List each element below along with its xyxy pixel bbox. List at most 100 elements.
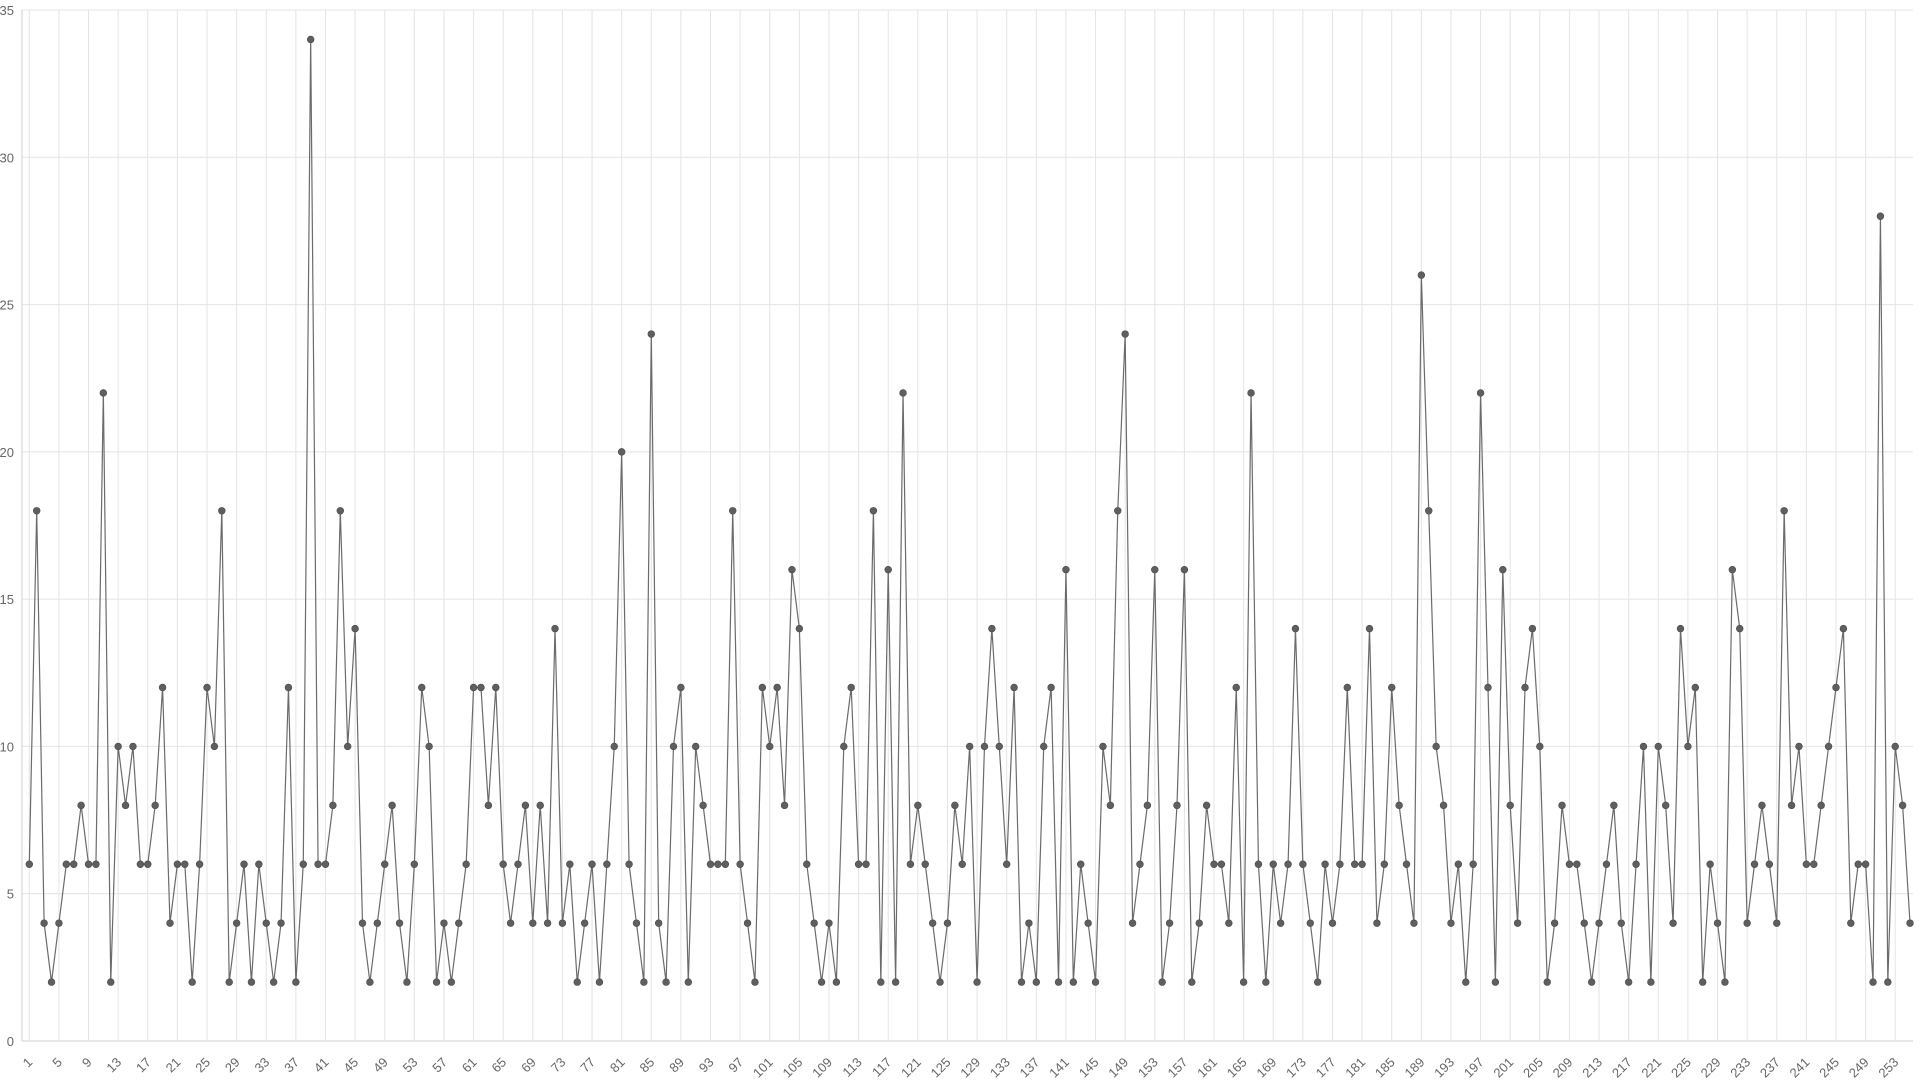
data-point bbox=[1824, 742, 1833, 751]
data-point bbox=[1195, 919, 1203, 927]
data-point bbox=[1513, 919, 1522, 927]
data-point bbox=[25, 860, 33, 868]
data-point bbox=[869, 507, 878, 515]
data-point bbox=[580, 919, 589, 927]
data-point bbox=[1661, 801, 1670, 810]
data-point bbox=[536, 801, 544, 810]
x-tick-label: 221 bbox=[1638, 1055, 1664, 1080]
data-point bbox=[469, 683, 478, 692]
data-point bbox=[1543, 978, 1551, 986]
x-tick-label: 153 bbox=[1135, 1055, 1161, 1080]
data-point bbox=[1291, 624, 1300, 633]
data-point bbox=[1528, 624, 1537, 633]
data-point bbox=[188, 978, 196, 986]
data-point bbox=[1491, 978, 1500, 986]
x-tick-label: 33 bbox=[252, 1055, 273, 1076]
data-point bbox=[847, 683, 855, 692]
series-layer bbox=[28, 39, 1911, 983]
data-point bbox=[1225, 919, 1233, 927]
data-point bbox=[121, 801, 130, 810]
x-tick-label: 9 bbox=[79, 1055, 95, 1071]
data-point bbox=[99, 389, 108, 397]
data-point bbox=[1587, 978, 1596, 986]
data-point bbox=[1550, 919, 1559, 927]
data-point bbox=[314, 860, 322, 868]
data-point bbox=[203, 683, 211, 692]
data-point bbox=[77, 801, 85, 810]
data-point bbox=[484, 801, 493, 810]
data-point bbox=[795, 624, 804, 633]
data-point bbox=[1269, 860, 1277, 868]
y-tick-label: 10 bbox=[0, 739, 14, 754]
data-point bbox=[1580, 919, 1588, 927]
data-point bbox=[1758, 801, 1766, 810]
data-point bbox=[1447, 919, 1455, 927]
data-point bbox=[173, 860, 182, 868]
data-point bbox=[854, 860, 863, 868]
data-point bbox=[32, 507, 41, 515]
x-tick-label: 49 bbox=[370, 1055, 391, 1076]
data-point bbox=[1536, 742, 1544, 751]
data-point bbox=[1795, 742, 1803, 751]
y-tick-label: 20 bbox=[0, 445, 14, 460]
x-tick-label: 113 bbox=[839, 1055, 864, 1080]
x-tick-label: 193 bbox=[1431, 1055, 1457, 1080]
data-point bbox=[1684, 742, 1692, 751]
data-point bbox=[958, 860, 966, 868]
data-point bbox=[521, 801, 530, 810]
data-point bbox=[1062, 565, 1070, 574]
data-point bbox=[780, 801, 789, 810]
data-point bbox=[1647, 978, 1655, 986]
data-point bbox=[817, 978, 826, 986]
x-tick-label: 73 bbox=[548, 1055, 569, 1076]
data-point bbox=[662, 978, 670, 986]
x-tick-label: 101 bbox=[750, 1055, 776, 1080]
data-point bbox=[1084, 919, 1092, 927]
data-point bbox=[588, 860, 596, 868]
data-point bbox=[625, 860, 633, 868]
data-point bbox=[906, 860, 915, 868]
data-point bbox=[632, 919, 641, 927]
data-point bbox=[699, 801, 707, 810]
data-point bbox=[1787, 801, 1796, 810]
data-point bbox=[1328, 919, 1337, 927]
data-point bbox=[358, 919, 367, 927]
data-point bbox=[1365, 624, 1374, 633]
x-tick-label: 17 bbox=[133, 1055, 154, 1076]
data-point bbox=[921, 860, 929, 868]
data-point bbox=[144, 860, 152, 868]
x-tick-label: 37 bbox=[281, 1055, 302, 1076]
data-point bbox=[1876, 212, 1885, 220]
x-tick-label: 65 bbox=[488, 1055, 509, 1076]
x-tick-label: 117 bbox=[869, 1055, 894, 1080]
data-point bbox=[440, 919, 448, 927]
data-point bbox=[40, 919, 48, 927]
x-tick-label: 121 bbox=[898, 1055, 924, 1080]
x-tick-label: 181 bbox=[1342, 1055, 1368, 1080]
data-point bbox=[758, 683, 767, 692]
data-point bbox=[1632, 860, 1640, 868]
data-point bbox=[240, 860, 248, 868]
data-point bbox=[1091, 978, 1100, 986]
data-point bbox=[1780, 507, 1788, 515]
data-point bbox=[669, 742, 678, 751]
data-point bbox=[1765, 860, 1774, 868]
data-point bbox=[543, 919, 552, 927]
data-point bbox=[1691, 683, 1700, 692]
point-layer bbox=[25, 35, 1914, 986]
data-point bbox=[1558, 801, 1566, 810]
y-tick-label: 35 bbox=[0, 3, 14, 18]
data-point bbox=[514, 860, 522, 868]
data-point bbox=[1565, 860, 1574, 868]
x-tick-label: 129 bbox=[957, 1055, 983, 1080]
x-tick-label: 157 bbox=[1165, 1055, 1191, 1080]
data-point bbox=[862, 860, 870, 868]
data-point bbox=[351, 624, 359, 633]
data-point bbox=[899, 389, 907, 397]
data-point bbox=[136, 860, 145, 868]
x-tick-label: 57 bbox=[429, 1055, 450, 1076]
data-point bbox=[1336, 860, 1344, 868]
x-tick-label: 93 bbox=[696, 1055, 717, 1076]
